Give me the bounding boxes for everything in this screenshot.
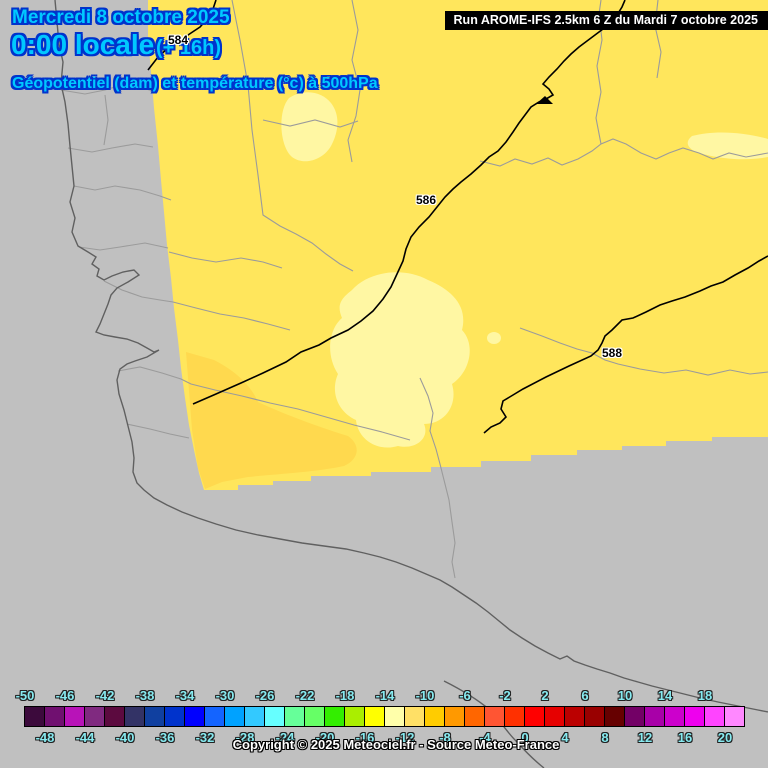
colorbar-cell xyxy=(285,707,305,726)
copyright-label: Copyright © 2025 Meteociel.fr - Source M… xyxy=(232,737,560,752)
colorbar-cells xyxy=(25,707,744,726)
date-label: Mercredi 8 octobre 2025 xyxy=(12,7,230,28)
colorbar-bottom-label: -36 xyxy=(155,730,175,745)
colorbar-bottom-label: -12 xyxy=(395,730,415,745)
run-banner: Run AROME-IFS 2.5km 6 Z du Mardi 7 octob… xyxy=(444,11,768,30)
colorbar-top-label: -2 xyxy=(499,688,511,703)
colorbar-bottom-label: -20 xyxy=(315,730,335,745)
colorbar-cell xyxy=(225,707,245,726)
contour-label-586: 586 xyxy=(415,193,437,207)
colorbar-top-label: -14 xyxy=(375,688,395,703)
colorbar-cell xyxy=(25,707,45,726)
colorbar-bottom-label: -8 xyxy=(439,730,451,745)
colorbar-top-label: -26 xyxy=(255,688,275,703)
colorbar-bottom-label: 16 xyxy=(677,730,693,745)
colorbar-top-label: -46 xyxy=(55,688,75,703)
colorbar-top-label: -22 xyxy=(295,688,315,703)
colorbar-cell xyxy=(145,707,165,726)
colorbar-cell xyxy=(345,707,365,726)
colorbar-cell xyxy=(245,707,265,726)
colorbar-cell xyxy=(665,707,685,726)
colorbar-bottom-label: -28 xyxy=(235,730,255,745)
colorbar-top-label: -42 xyxy=(95,688,115,703)
colorbar-top-label: 2 xyxy=(541,688,549,703)
colorbar-cell xyxy=(725,707,744,726)
colorbar-top-label: 6 xyxy=(581,688,589,703)
colorbar-bottom-label: -44 xyxy=(75,730,95,745)
colorbar-bottom-label: -32 xyxy=(195,730,215,745)
colorbar-cell xyxy=(565,707,585,726)
colorbar-cell xyxy=(625,707,645,726)
colorbar-top-label: -10 xyxy=(415,688,435,703)
colorbar-bottom-label: 20 xyxy=(717,730,733,745)
contour-588-path xyxy=(483,255,768,434)
colorbar-cell xyxy=(165,707,185,726)
colorbar-cell xyxy=(605,707,625,726)
colorbar-top-label: -6 xyxy=(459,688,471,703)
colorbar-top-label: -38 xyxy=(135,688,155,703)
colorbar xyxy=(24,706,745,727)
colorbar-cell xyxy=(205,707,225,726)
colorbar-bottom-label: -40 xyxy=(115,730,135,745)
parameter-title: Géopotentiel (dam) et température (°c) à… xyxy=(12,75,378,92)
colorbar-bottom-label: -24 xyxy=(275,730,295,745)
colorbar-cell xyxy=(105,707,125,726)
colorbar-top-label: -30 xyxy=(215,688,235,703)
colorbar-cell xyxy=(405,707,425,726)
colorbar-cell xyxy=(425,707,445,726)
contour-tick xyxy=(536,96,553,104)
colorbar-bottom-label: -48 xyxy=(35,730,55,745)
colorbar-cell xyxy=(705,707,725,726)
colorbar-cell xyxy=(65,707,85,726)
colorbar-cell xyxy=(325,707,345,726)
colorbar-top-label: -34 xyxy=(175,688,195,703)
colorbar-cell xyxy=(45,707,65,726)
colorbar-bottom-label: 4 xyxy=(561,730,569,745)
colorbar-top-label: -18 xyxy=(335,688,355,703)
contour-lines xyxy=(147,0,768,434)
colorbar-cell xyxy=(385,707,405,726)
colorbar-cell xyxy=(365,707,385,726)
light-patch xyxy=(330,272,470,448)
contour-586-path xyxy=(192,0,626,405)
colorbar-top-label: 10 xyxy=(617,688,633,703)
colorbar-cell xyxy=(585,707,605,726)
colorbar-bottom-label: 12 xyxy=(637,730,653,745)
contour-label-588: 588 xyxy=(601,346,623,360)
colorbar-top-label: -50 xyxy=(15,688,35,703)
colorbar-bottom-label: 0 xyxy=(521,730,529,745)
time-label: 0:00 locale xyxy=(11,29,155,60)
contour-label-584: 584 xyxy=(167,33,189,47)
colorbar-cell xyxy=(445,707,465,726)
colorbar-top-label: 14 xyxy=(657,688,673,703)
colorbar-cell xyxy=(525,707,545,726)
colorbar-cell xyxy=(465,707,485,726)
colorbar-cell xyxy=(185,707,205,726)
colorbar-cell xyxy=(545,707,565,726)
contour-584-path xyxy=(147,0,217,71)
light-patch xyxy=(281,92,338,162)
colorbar-cell xyxy=(125,707,145,726)
light-patch xyxy=(487,332,501,344)
colorbar-bottom-label: 8 xyxy=(601,730,609,745)
light-patch xyxy=(687,132,768,160)
colorbar-cell xyxy=(265,707,285,726)
colorbar-cell xyxy=(85,707,105,726)
colorbar-bottom-label: -16 xyxy=(355,730,375,745)
colorbar-bottom-label: -4 xyxy=(479,730,491,745)
colorbar-cell xyxy=(645,707,665,726)
colorbar-cell xyxy=(505,707,525,726)
warm-patch xyxy=(186,352,357,489)
forecast-offset-label: (+ 16h) xyxy=(156,37,222,59)
colorbar-cell xyxy=(485,707,505,726)
colorbar-cell xyxy=(685,707,705,726)
colorbar-top-label: 18 xyxy=(697,688,713,703)
colorbar-cell xyxy=(305,707,325,726)
